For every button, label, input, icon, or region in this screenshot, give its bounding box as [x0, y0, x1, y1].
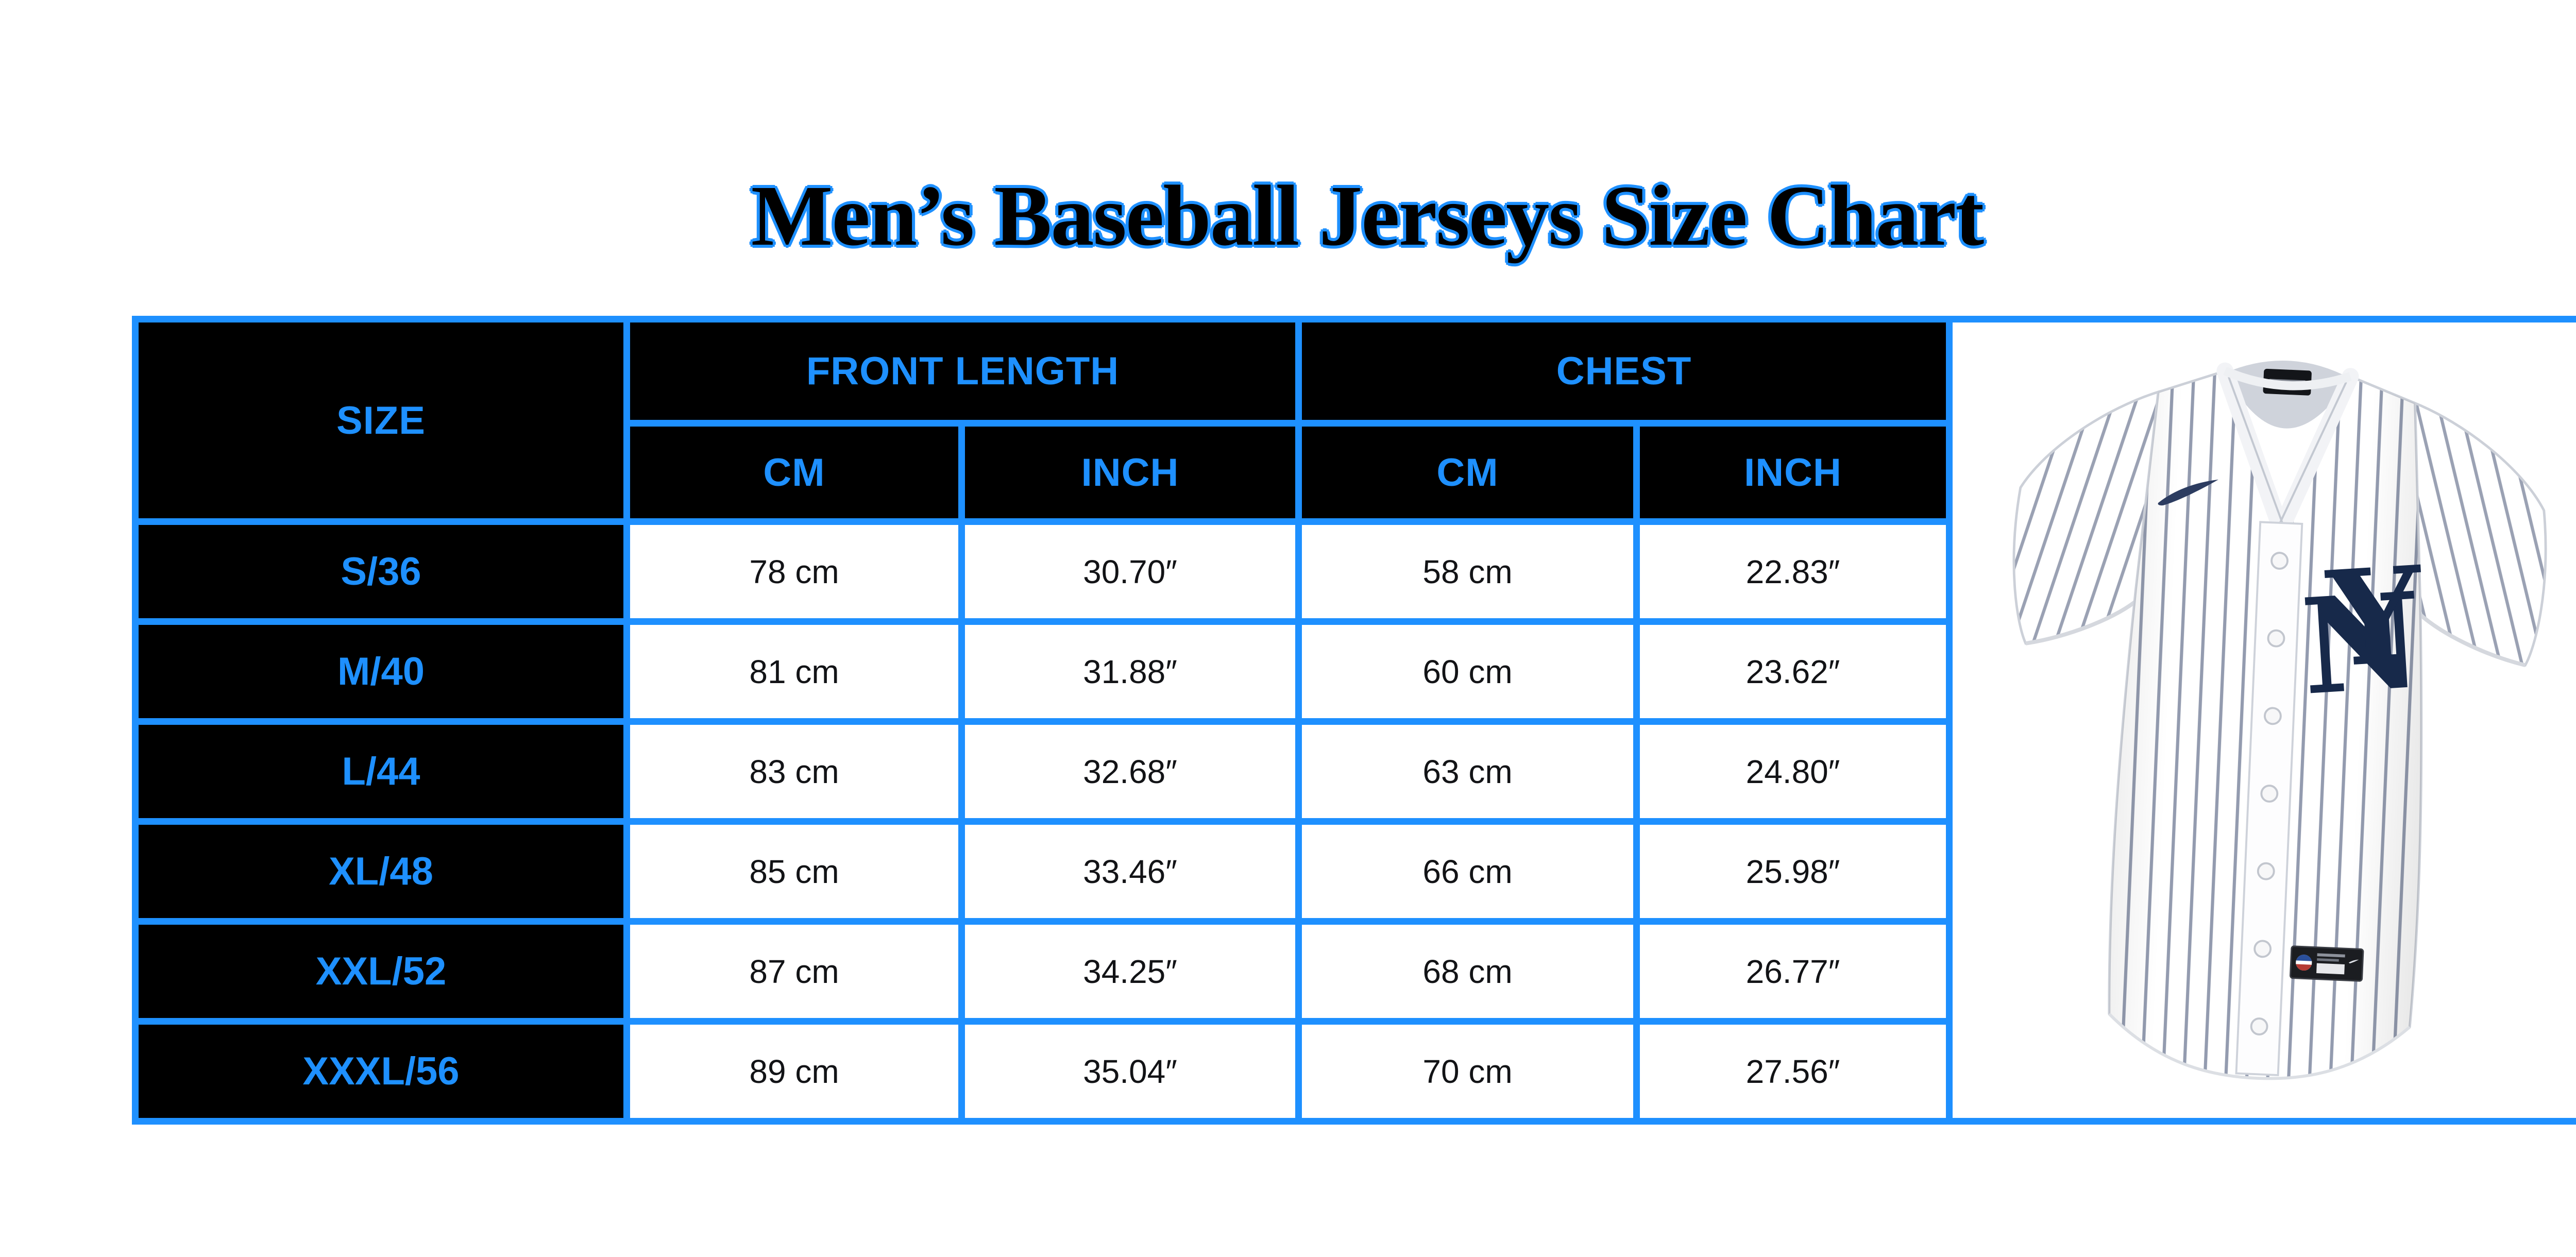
table-cell: 27.56″ — [1640, 1025, 1946, 1118]
jersey-image-panel: N Y — [1953, 322, 2576, 1118]
left-sleeve-hem — [2025, 597, 2141, 646]
table-cell: 34.25″ — [965, 925, 1295, 1018]
table-cell: 81 cm — [630, 625, 958, 718]
page-title: Men’s Baseball Jerseys Size Chart — [751, 167, 1984, 264]
table-cell: 26.77″ — [1640, 925, 1946, 1018]
table-cell: 85 cm — [630, 825, 958, 918]
jersey-buttons — [2250, 552, 2289, 1036]
table-cell: 78 cm — [630, 525, 958, 618]
jersey-image: N Y — [2013, 361, 2547, 1080]
mlb-logo-icon — [2296, 955, 2312, 971]
size-cell: S/36 — [139, 525, 623, 618]
table-cell: 32.68″ — [965, 725, 1295, 818]
ny-logo-y: Y — [2323, 537, 2429, 698]
collar — [2216, 363, 2359, 538]
size-chart-board: SIZE FRONT LENGTH CHEST CM INCH CM INCH … — [132, 316, 2576, 1125]
table-cell: 58 cm — [1302, 525, 1633, 618]
right-sleeve-hem — [2415, 609, 2526, 668]
table-cell: 24.80″ — [1640, 725, 1946, 818]
size-cell: XXL/52 — [139, 925, 623, 1018]
size-cell: L/44 — [139, 725, 623, 818]
table-cell: 68 cm — [1302, 925, 1633, 1018]
table-cell: 25.98″ — [1640, 825, 1946, 918]
table-cell: 33.46″ — [965, 825, 1295, 918]
ny-logo-n: N — [2298, 564, 2427, 725]
table-cell: 35.04″ — [965, 1025, 1295, 1118]
table-cell: 66 cm — [1302, 825, 1633, 918]
jock-tag — [2290, 945, 2364, 982]
hem-line — [2108, 1013, 2411, 1080]
table-cell: 89 cm — [630, 1025, 958, 1118]
table-cell: 22.83″ — [1640, 525, 1946, 618]
header-cell-chest-cm: CM — [1302, 427, 1633, 518]
header-cell-chest: CHEST — [1302, 322, 1946, 420]
header-cell-front-cm: CM — [630, 427, 958, 518]
size-cell: XL/48 — [139, 825, 623, 918]
size-cell: XXXL/56 — [139, 1025, 623, 1118]
header-cell-size: SIZE — [139, 322, 623, 518]
table-cell: 63 cm — [1302, 725, 1633, 818]
size-cell: M/40 — [139, 625, 623, 718]
table-cell: 23.62″ — [1640, 625, 1946, 718]
nike-swoosh-icon — [2158, 480, 2219, 506]
jersey-right-sleeve — [2414, 401, 2547, 667]
header-cell-front-inch: INCH — [965, 427, 1295, 518]
table-cell: 31.88″ — [965, 625, 1295, 718]
table-cell: 60 cm — [1302, 625, 1633, 718]
header-cell-front-length: FRONT LENGTH — [630, 322, 1295, 420]
header-cell-chest-inch: INCH — [1640, 427, 1946, 518]
size-chart-table: SIZE FRONT LENGTH CHEST CM INCH CM INCH … — [139, 322, 1946, 1118]
table-cell: 83 cm — [630, 725, 958, 818]
table-cell: 30.70″ — [965, 525, 1295, 618]
ny-logo: N Y — [2298, 537, 2429, 725]
table-cell: 70 cm — [1302, 1025, 1633, 1118]
table-cell: 87 cm — [630, 925, 958, 1018]
